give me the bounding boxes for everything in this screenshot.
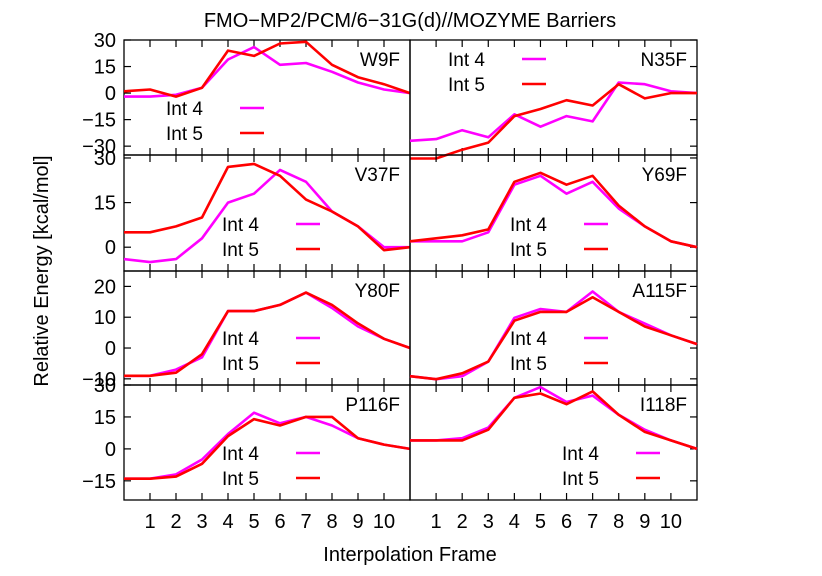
- legend-label: Int 5: [166, 124, 203, 145]
- y-tick-label: −10: [82, 369, 116, 391]
- panel-frame: [409, 384, 698, 501]
- legend-label: Int 5: [222, 354, 259, 375]
- legend-label: Int 5: [222, 240, 259, 261]
- x-tick-label: 1: [431, 511, 442, 533]
- x-axis-label: Interpolation Frame: [323, 544, 496, 566]
- panel-label: A115F: [632, 281, 687, 302]
- y-tick-label: 30: [94, 148, 116, 170]
- y-tick-label: −15: [82, 110, 116, 132]
- panel-label: N35F: [641, 50, 687, 71]
- x-tick-label: 7: [300, 511, 311, 533]
- x-tick-label: 4: [222, 511, 233, 533]
- y-tick-label: 0: [105, 338, 116, 360]
- x-tick-label: 6: [274, 511, 285, 533]
- series-line-int-5: [410, 390, 698, 451]
- series-line-int-4: [409, 290, 698, 381]
- legend-label: Int 4: [510, 329, 547, 350]
- x-tick-label: 3: [483, 511, 494, 533]
- y-tick-label: −15: [82, 471, 116, 493]
- legend-label: Int 4: [222, 329, 259, 350]
- panel-label: Y80F: [355, 281, 400, 302]
- y-tick-label: 15: [94, 407, 116, 429]
- y-tick-label: 15: [94, 193, 116, 215]
- y-tick-label: 30: [94, 375, 116, 397]
- x-tick-label: 3: [196, 511, 207, 533]
- y-tick-label: 20: [94, 276, 116, 298]
- x-tick-label: 7: [587, 511, 598, 533]
- x-tick-label: 2: [170, 511, 181, 533]
- x-tick-label: 5: [248, 511, 259, 533]
- x-tick-label: 9: [639, 511, 650, 533]
- panel-label: P116F: [345, 395, 400, 416]
- panel-label: Y69F: [642, 165, 687, 186]
- y-tick-label: 30: [94, 30, 116, 52]
- y-tick-label: −30: [82, 136, 116, 158]
- series-line-int-5: [123, 40, 411, 98]
- x-tick-label: 4: [509, 511, 520, 533]
- x-tick-label: 9: [352, 511, 363, 533]
- series-line-int-4: [409, 81, 698, 143]
- series-line-int-5: [410, 82, 697, 160]
- panel-label: I118F: [640, 395, 687, 416]
- y-tick-label: 10: [94, 307, 116, 329]
- y-tick-label: 15: [94, 57, 116, 79]
- legend-label: Int 5: [222, 469, 259, 490]
- chart-title: FMO−MP2/PCM/6−31G(d)//MOZYME Barriers: [204, 10, 616, 32]
- y-tick-label: 0: [105, 439, 116, 461]
- y-axis-label: Relative Energy [kcal/mol]: [31, 155, 53, 386]
- panel-i118f: I118F Int 4 Int 5: [409, 384, 698, 501]
- series-line-int-4: [410, 385, 698, 451]
- series-line-int-5: [124, 162, 411, 252]
- y-tick-label: 0: [105, 83, 116, 105]
- x-tick-label: 10: [660, 511, 682, 533]
- legend-label: Int 4: [510, 215, 547, 236]
- legend-label: Int 5: [510, 354, 547, 375]
- panel-v37f: 30 15 0 V37F Int 4 Int 5: [94, 148, 697, 272]
- x-tick-label: 5: [535, 511, 546, 533]
- series-line-int-5: [124, 415, 411, 481]
- series-line-int-5: [409, 295, 698, 381]
- x-tick-label: 8: [613, 511, 624, 533]
- legend-label: Int 4: [562, 444, 599, 465]
- legend-label: Int 5: [510, 240, 547, 261]
- y-tick-label: 0: [105, 237, 116, 259]
- panel-n35f: N35F Int 4 Int 5: [409, 39, 698, 160]
- panel-label: W9F: [360, 50, 400, 71]
- legend-label: Int 4: [166, 99, 203, 120]
- legend-label: Int 4: [222, 215, 259, 236]
- panel-y69f: Y69F Int 4 Int 5: [409, 154, 698, 272]
- panel-label: V37F: [355, 165, 400, 186]
- panel-p116f: 30 15 0 −15 P116F Int 4 Int 5: [82, 375, 697, 501]
- legend-label: Int 5: [448, 75, 485, 96]
- series-line-int-5: [124, 291, 411, 378]
- x-tick-label: 8: [326, 511, 337, 533]
- panel-y80f: 20 10 0 −10 Y80F Int 4 Int 5: [82, 270, 697, 391]
- legend-label: Int 4: [448, 50, 485, 71]
- legend-label: Int 5: [562, 469, 599, 490]
- x-tick-label: 6: [561, 511, 572, 533]
- x-tick-label: 1: [144, 511, 155, 533]
- panel-a115f: A115F Int 4 Int 5: [409, 270, 698, 386]
- x-tick-label: 10: [373, 511, 395, 533]
- x-tick-label: 2: [457, 511, 468, 533]
- series-line-int-5: [409, 171, 698, 249]
- series-line-int-4: [124, 291, 411, 378]
- legend-label: Int 4: [222, 444, 259, 465]
